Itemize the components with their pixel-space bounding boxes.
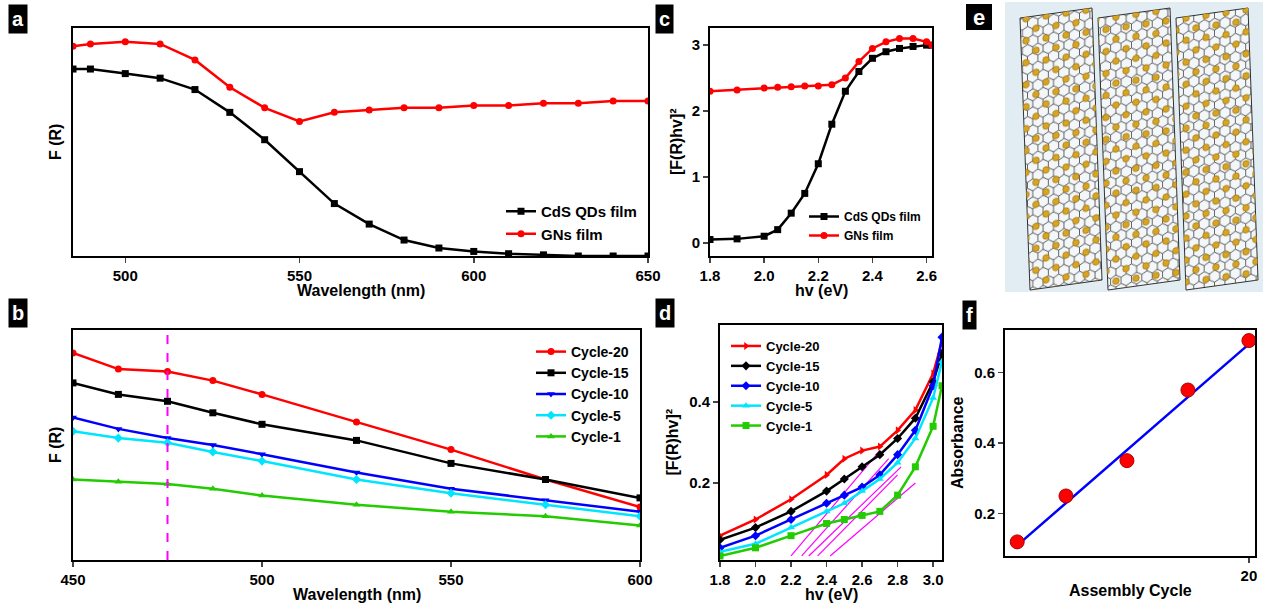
- svg-text:Wavelength (nm): Wavelength (nm): [297, 282, 425, 299]
- svg-text:2.6: 2.6: [916, 267, 937, 284]
- svg-text:CdS QDs film: CdS QDs film: [844, 210, 921, 224]
- svg-text:Cycle-1: Cycle-1: [766, 419, 812, 434]
- svg-text:1.8: 1.8: [700, 267, 721, 284]
- svg-text:550: 550: [438, 571, 463, 588]
- svg-text:0.4: 0.4: [689, 393, 711, 410]
- svg-text:Wavelength (nm): Wavelength (nm): [293, 586, 421, 603]
- svg-text:b: b: [12, 302, 24, 324]
- svg-text:Cycle-5: Cycle-5: [766, 399, 812, 414]
- svg-text:600: 600: [461, 267, 486, 284]
- svg-text:F (R): F (R): [47, 124, 64, 160]
- svg-text:hv (eV): hv (eV): [795, 282, 848, 299]
- svg-text:CdS QDs film: CdS QDs film: [541, 203, 637, 220]
- svg-text:[F(R)hv]²: [F(R)hv]²: [664, 409, 681, 476]
- svg-text:c: c: [659, 8, 670, 30]
- svg-text:0.2: 0.2: [974, 505, 995, 522]
- svg-text:Cycle-15: Cycle-15: [766, 359, 819, 374]
- svg-text:600: 600: [627, 571, 652, 588]
- svg-text:Cycle-5: Cycle-5: [571, 408, 621, 424]
- svg-text:2.6: 2.6: [852, 571, 873, 588]
- svg-text:2.4: 2.4: [816, 571, 838, 588]
- svg-text:Cycle-20: Cycle-20: [571, 344, 629, 360]
- svg-text:2: 2: [692, 102, 700, 119]
- svg-text:550: 550: [287, 267, 312, 284]
- svg-text:F (R): F (R): [47, 427, 64, 463]
- svg-text:1.8: 1.8: [710, 571, 731, 588]
- svg-text:3.0: 3.0: [923, 571, 944, 588]
- svg-text:0.4: 0.4: [974, 434, 996, 451]
- svg-text:500: 500: [249, 571, 274, 588]
- svg-text:Cycle-1: Cycle-1: [571, 429, 621, 445]
- svg-text:f: f: [966, 304, 973, 326]
- svg-text:GNs film: GNs film: [541, 226, 603, 243]
- svg-text:e: e: [973, 5, 985, 30]
- svg-text:d: d: [659, 302, 671, 324]
- svg-text:Cycle-10: Cycle-10: [766, 379, 819, 394]
- svg-text:0.2: 0.2: [689, 474, 710, 491]
- svg-text:2.4: 2.4: [862, 267, 884, 284]
- svg-text:2.0: 2.0: [754, 267, 775, 284]
- svg-text:2.0: 2.0: [745, 571, 766, 588]
- svg-text:2.2: 2.2: [781, 571, 802, 588]
- svg-text:Assembly Cycle: Assembly Cycle: [1069, 582, 1192, 599]
- svg-text:Absorbance: Absorbance: [949, 396, 966, 489]
- svg-text:500: 500: [113, 267, 138, 284]
- svg-text:Cycle-15: Cycle-15: [571, 365, 629, 381]
- svg-text:450: 450: [60, 571, 85, 588]
- svg-text:[F(R)hv]²: [F(R)hv]²: [668, 108, 685, 175]
- svg-text:20: 20: [1241, 567, 1258, 584]
- svg-text:3: 3: [692, 36, 700, 53]
- svg-text:2.8: 2.8: [887, 571, 908, 588]
- svg-text:2.2: 2.2: [808, 267, 829, 284]
- svg-text:0.6: 0.6: [974, 364, 995, 381]
- svg-text:Cycle-20: Cycle-20: [766, 339, 819, 354]
- svg-text:1: 1: [692, 168, 700, 185]
- svg-text:GNs film: GNs film: [844, 229, 893, 243]
- svg-text:a: a: [12, 8, 24, 30]
- svg-text:650: 650: [635, 267, 660, 284]
- svg-text:hv (eV): hv (eV): [805, 586, 858, 603]
- svg-text:0: 0: [692, 234, 700, 251]
- svg-text:Cycle-10: Cycle-10: [571, 386, 629, 402]
